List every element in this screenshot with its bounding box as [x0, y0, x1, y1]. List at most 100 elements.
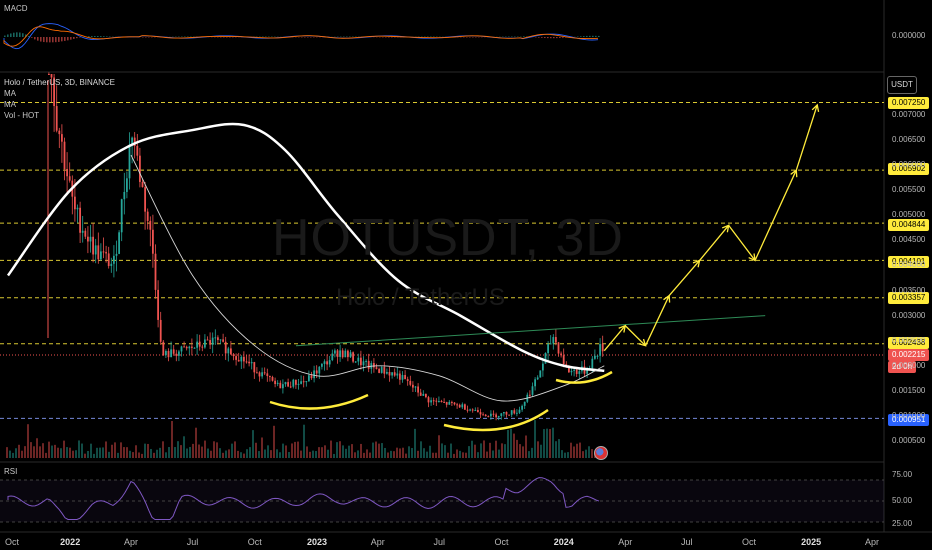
candle-body	[266, 373, 269, 377]
candle-body	[575, 369, 578, 374]
x-tick-label: Jul	[433, 537, 446, 547]
candle-body	[341, 350, 344, 358]
candle-body	[214, 337, 217, 339]
candle-body	[339, 350, 341, 357]
volume-bar	[486, 451, 488, 458]
macd-histogram-bar	[91, 36, 93, 37]
macd-histogram-bar	[25, 34, 27, 37]
candle-body	[84, 230, 87, 237]
x-tick-label: Apr	[864, 537, 880, 547]
candle-body	[152, 229, 154, 254]
volume-bar	[498, 449, 500, 458]
candle-body	[89, 236, 92, 242]
volume-bar	[312, 450, 314, 458]
macd-histogram-bar	[559, 37, 561, 38]
indicator-ma-2[interactable]: MA	[4, 100, 16, 109]
candle-body	[347, 350, 349, 358]
candle-body	[219, 339, 222, 341]
volume-bar	[207, 448, 209, 458]
candle-body	[568, 366, 570, 373]
candle-body	[154, 253, 157, 290]
volume-bar	[423, 448, 425, 458]
candle-body	[58, 130, 61, 135]
macd-histogram-bar	[13, 32, 15, 37]
candle-body	[170, 349, 172, 358]
macd-histogram-bar	[61, 37, 63, 42]
candle-body	[269, 376, 271, 378]
x-tick-label: 2023	[306, 537, 327, 547]
candle-body	[503, 411, 505, 414]
candle-body	[232, 354, 235, 357]
base-arc-1	[269, 393, 369, 410]
volume-bar	[66, 447, 68, 458]
rsi-label: RSI	[4, 467, 18, 476]
volume-bar	[525, 435, 527, 458]
y-tick-label: 0.006500	[892, 135, 926, 145]
indicator-volume[interactable]: Vol - HOT	[4, 111, 40, 120]
macd-histogram-bar	[7, 34, 9, 37]
macd-histogram-bar	[49, 37, 51, 43]
projection-segment	[603, 325, 626, 352]
volume-bar	[456, 449, 458, 458]
candle-body	[263, 372, 266, 374]
candle-body	[185, 346, 188, 349]
x-tick-label: Jul	[186, 537, 199, 547]
candle-body	[555, 337, 557, 343]
volume-bar	[24, 446, 26, 458]
macd-histogram-bar	[598, 35, 600, 37]
candle-body	[165, 350, 167, 356]
candle-body	[331, 353, 334, 361]
macd-histogram-bar	[31, 37, 33, 38]
volume-bar	[360, 443, 362, 458]
volume-bar	[252, 430, 254, 458]
candle-body	[183, 346, 185, 348]
candle-body	[518, 409, 521, 413]
candle-body	[490, 413, 492, 417]
volume-bar	[210, 450, 212, 458]
volume-bar	[552, 427, 554, 458]
volume-bar	[249, 447, 251, 458]
candle-body	[326, 361, 328, 365]
candle-body	[484, 414, 487, 417]
volume-bar	[168, 447, 170, 458]
macd-histogram-bar	[106, 36, 108, 37]
macd-histogram-bar	[586, 35, 588, 37]
base-arc-3	[555, 370, 613, 384]
volume-bar	[357, 450, 359, 458]
volume-bar	[99, 447, 101, 458]
volume-bar	[531, 447, 533, 458]
macd-histogram-bar	[67, 37, 69, 41]
currency-button[interactable]: USDT	[887, 76, 917, 94]
x-tick-label: Oct	[247, 537, 262, 547]
volume-bar	[135, 445, 137, 458]
volume-bar	[162, 441, 164, 458]
macd-histogram-bar	[43, 37, 45, 43]
volume-bar	[240, 452, 242, 458]
x-tick-label: Jul	[680, 537, 693, 547]
candle-body	[248, 361, 250, 364]
volume-bar	[321, 447, 323, 458]
indicator-ma-1[interactable]: MA	[4, 89, 16, 98]
y-tick-label: 0.004000	[892, 260, 926, 270]
macd-histogram-bar	[589, 35, 591, 37]
candle-body	[510, 410, 513, 415]
volume-bar	[573, 446, 575, 458]
candle-body	[430, 400, 432, 403]
volume-bar	[534, 420, 536, 458]
candle-body	[422, 393, 425, 396]
candle-body	[105, 252, 107, 254]
candle-body	[276, 382, 279, 385]
candle-body	[115, 253, 118, 256]
volume-bar	[147, 443, 149, 458]
us-flag-event-icon[interactable]	[594, 446, 608, 460]
volume-bar	[564, 452, 566, 458]
macd-histogram-bar	[580, 36, 582, 37]
macd-histogram-bar	[544, 37, 546, 39]
candle-body	[126, 178, 128, 192]
volume-bar	[450, 443, 452, 458]
volume-bar	[84, 453, 86, 458]
volume-bar	[591, 449, 593, 458]
volume-bar	[57, 447, 59, 458]
volume-bar	[282, 443, 284, 458]
